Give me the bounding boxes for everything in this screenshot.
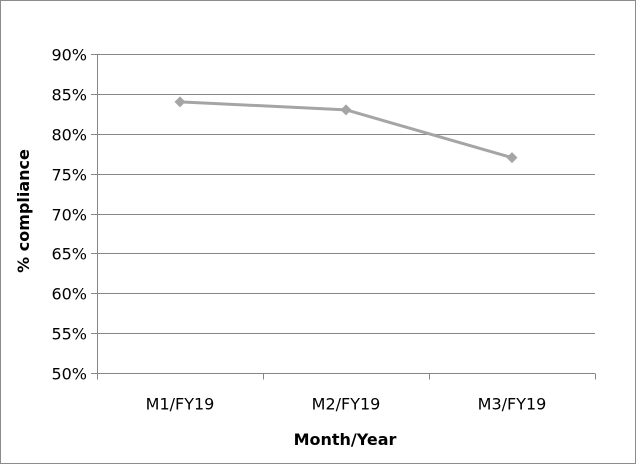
gridlines bbox=[91, 54, 595, 334]
x-tick-labels: M1/FY19 M2/FY19 M3/FY19 bbox=[146, 395, 547, 414]
y-tick-label: 60% bbox=[51, 285, 87, 304]
data-series bbox=[174, 96, 518, 164]
y-tick-label: 65% bbox=[51, 245, 87, 264]
y-tick-label: 75% bbox=[51, 166, 87, 185]
data-point-marker bbox=[506, 152, 518, 164]
y-tick-label: 55% bbox=[51, 325, 87, 344]
y-tick-label: 80% bbox=[51, 126, 87, 145]
data-point-marker bbox=[174, 96, 186, 108]
y-tick-label: 50% bbox=[51, 365, 87, 384]
y-tick-label: 85% bbox=[51, 86, 87, 105]
y-axis-title: % compliance bbox=[14, 149, 33, 273]
axes bbox=[91, 54, 596, 380]
y-tick-label: 70% bbox=[51, 206, 87, 225]
x-axis-title: Month/Year bbox=[294, 430, 397, 449]
x-tick-label: M1/FY19 bbox=[146, 395, 215, 414]
x-tick-label: M3/FY19 bbox=[478, 395, 547, 414]
data-point-marker bbox=[340, 104, 352, 116]
y-tick-labels: 50% 55% 60% 65% 70% 75% 80% 85% 90% bbox=[51, 46, 87, 384]
y-tick-label: 90% bbox=[51, 46, 87, 65]
x-tick-label: M2/FY19 bbox=[312, 395, 381, 414]
